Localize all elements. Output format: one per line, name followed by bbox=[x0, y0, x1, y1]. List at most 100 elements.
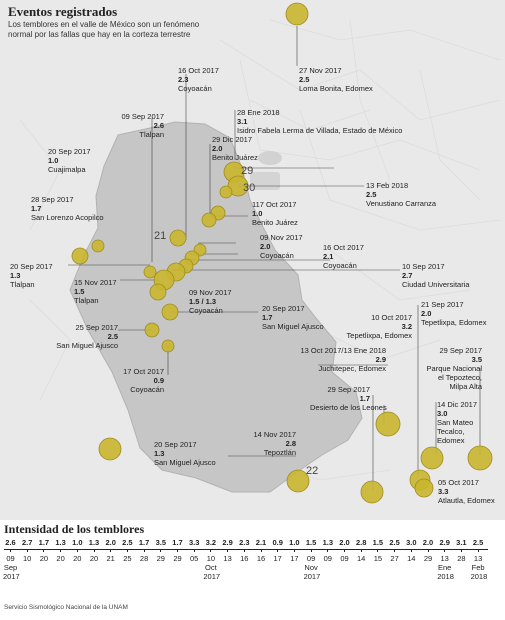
timeline-year: 2017 bbox=[203, 572, 221, 581]
timeline-date: 29 bbox=[170, 554, 185, 563]
event-label: 29 Sep 2017 1.7 Desierto de los Leones bbox=[310, 385, 387, 412]
timeline-tick bbox=[126, 549, 128, 552]
event-marker bbox=[149, 283, 167, 301]
timeline-tick bbox=[143, 549, 145, 552]
timeline-entry: 1.7 28 bbox=[137, 538, 152, 563]
timeline-entry: 1.0 17 bbox=[287, 538, 302, 563]
map-number-22: 22 bbox=[306, 465, 319, 477]
timeline-entry: 3.5 29 bbox=[153, 538, 168, 563]
timeline-year: 2018 bbox=[437, 572, 454, 581]
timeline-day: 10 bbox=[23, 554, 32, 563]
timeline-date: 20 bbox=[87, 554, 102, 563]
event-marker bbox=[201, 212, 217, 228]
event-label: 05 Oct 2017 3.3 Atlautla, Edomex bbox=[438, 478, 495, 505]
timeline-day: 17 bbox=[290, 554, 299, 563]
timeline-tick bbox=[293, 549, 295, 552]
timeline-entry: 2.9 13 Ene 2018 bbox=[437, 538, 454, 581]
timeline-tick bbox=[93, 549, 95, 552]
event-marker bbox=[143, 265, 157, 279]
timeline-magnitude: 2.0 bbox=[339, 538, 350, 547]
timeline-date: 09 bbox=[337, 554, 352, 563]
lake-shape bbox=[258, 151, 282, 165]
timeline-day: 13 bbox=[440, 554, 449, 563]
event-marker bbox=[71, 247, 89, 265]
event-marker bbox=[285, 2, 309, 26]
timeline-magnitude: 1.5 bbox=[305, 538, 317, 547]
timeline-tick bbox=[210, 549, 212, 552]
timeline-magnitude: 2.9 bbox=[439, 538, 450, 547]
timeline-entry: 3.2 10 Oct 2017 bbox=[203, 538, 220, 581]
timeline-date: 20 bbox=[36, 554, 51, 563]
timeline-tick bbox=[477, 549, 479, 552]
timeline-entry: 3.0 14 bbox=[404, 538, 419, 563]
timeline-day: 15 bbox=[373, 554, 383, 563]
timeline-magnitude: 2.8 bbox=[355, 538, 367, 547]
timeline-tick bbox=[26, 549, 28, 552]
event-label: 14 Nov 2017 2.8 Tepoztlán bbox=[253, 430, 296, 457]
event-label: 20 Sep 2017 1.3 San Miguel Ajusco bbox=[154, 440, 216, 467]
map-panel: Eventos registrados Los temblores en el … bbox=[0, 0, 505, 520]
timeline-tick bbox=[43, 549, 45, 552]
event-marker bbox=[91, 239, 105, 253]
timeline-magnitude: 3.0 bbox=[406, 538, 417, 547]
timeline-day: 17 bbox=[273, 554, 282, 563]
event-label: 16 Oct 2017 2.1 Coyoacán bbox=[323, 243, 364, 270]
timeline-date: 29 bbox=[421, 554, 436, 563]
event-label: 27 Nov 2017 2.5 Loma Bonita, Edomex bbox=[299, 66, 373, 93]
timeline-date: 13 Ene 2018 bbox=[437, 554, 454, 581]
timeline-day: 05 bbox=[190, 554, 199, 563]
map-subtitle: Los temblores en el valle de México son … bbox=[8, 20, 200, 39]
timeline-date: 15 bbox=[370, 554, 385, 563]
timeline-month: Ene bbox=[438, 563, 452, 572]
timeline-tick bbox=[394, 549, 396, 552]
timeline-magnitude: 1.3 bbox=[55, 538, 66, 547]
timeline-entry: 2.5 13 Feb 2018 bbox=[471, 538, 488, 581]
timeline-day: 29 bbox=[423, 554, 433, 563]
timeline-entry: 1.3 20 bbox=[87, 538, 102, 563]
timeline-date: 10 bbox=[20, 554, 35, 563]
event-marker bbox=[161, 303, 179, 321]
timeline-entry: 2.6 09 Sep 2017 bbox=[3, 538, 20, 581]
timeline-tick bbox=[310, 549, 312, 552]
timeline-entry: 2.3 16 bbox=[237, 538, 252, 563]
event-label: 20 Sep 2017 1.3 Tlalpan bbox=[10, 262, 53, 289]
event-label: 20 Sep 2017 1.0 Cuajimalpa bbox=[48, 147, 91, 174]
event-marker bbox=[286, 469, 310, 493]
timeline-date: 09 bbox=[320, 554, 335, 563]
timeline-tick bbox=[444, 549, 446, 552]
timeline-day: 13 bbox=[473, 554, 483, 563]
map-number-30: 30 bbox=[243, 182, 256, 194]
timeline-tick bbox=[327, 549, 329, 552]
timeline-date: 17 bbox=[270, 554, 285, 563]
event-marker bbox=[375, 411, 401, 437]
timeline-month: Feb bbox=[471, 563, 485, 572]
timeline-entry: 2.8 14 bbox=[354, 538, 369, 563]
timeline-day: 20 bbox=[89, 554, 99, 563]
timeline-entry: 1.5 09 Nov 2017 bbox=[304, 538, 321, 581]
intensity-title: Intensidad de los temblores bbox=[4, 522, 145, 536]
event-label: 15 Nov 2017 1.5 Tlalpan bbox=[74, 278, 117, 305]
timeline-magnitude: 1.3 bbox=[322, 538, 334, 547]
timeline-day: 09 bbox=[323, 554, 332, 563]
event-label: 09 Sep 2017 2.6 Tlalpan bbox=[121, 112, 164, 139]
timeline-axis bbox=[4, 549, 488, 550]
timeline-month: Sep bbox=[3, 563, 18, 572]
timeline-tick bbox=[410, 549, 412, 552]
timeline-year: 2018 bbox=[470, 572, 488, 581]
timeline-entry: 2.7 10 bbox=[20, 538, 35, 563]
map-canvas bbox=[19, 2, 501, 504]
timeline-magnitude: 2.3 bbox=[239, 538, 250, 547]
timeline-day: 29 bbox=[156, 554, 165, 563]
event-marker bbox=[98, 437, 122, 461]
timeline-date: 13 Feb 2018 bbox=[470, 554, 488, 581]
timeline-entry: 1.7 20 bbox=[36, 538, 51, 563]
timeline-day: 28 bbox=[457, 554, 466, 563]
timeline-year: 2017 bbox=[303, 572, 321, 581]
timeline-magnitude: 3.5 bbox=[155, 538, 167, 547]
timeline-magnitude: 3.2 bbox=[205, 538, 217, 547]
timeline-magnitude: 2.6 bbox=[5, 538, 16, 547]
event-label: 28 Ene 2018 3.1 Isidro Fabela Lerma de Vil… bbox=[237, 108, 403, 135]
timeline-tick bbox=[193, 549, 195, 552]
timeline-date: 09 Nov 2017 bbox=[303, 554, 321, 581]
event-label: 21 Sep 2017 2.0 Tepetlixpa, Edomex bbox=[421, 300, 487, 327]
